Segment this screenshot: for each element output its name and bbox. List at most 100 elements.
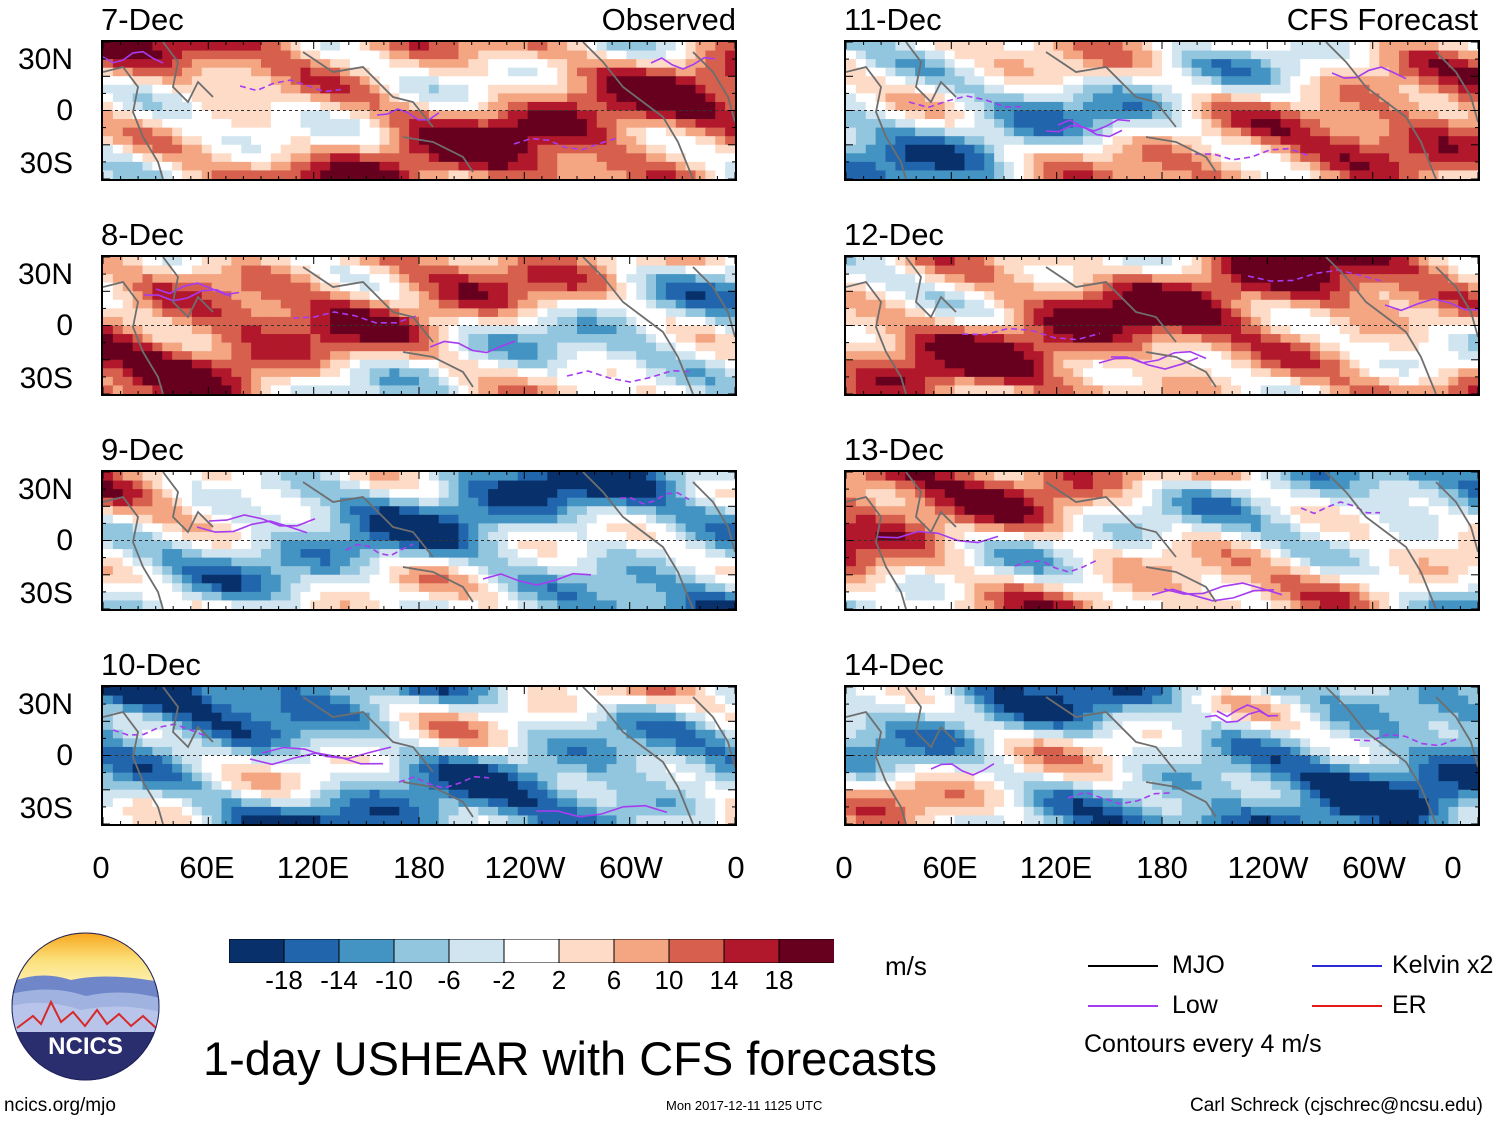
shear-cell bbox=[399, 308, 410, 318]
shear-cell bbox=[369, 480, 381, 490]
shear-cell bbox=[944, 59, 956, 69]
shear-cell bbox=[547, 583, 558, 593]
shear-cell bbox=[577, 781, 588, 791]
shear-cell bbox=[359, 712, 371, 722]
shear-cell bbox=[369, 316, 381, 327]
shear-cell bbox=[537, 574, 548, 584]
shear-cell bbox=[478, 472, 489, 482]
shear-cell bbox=[885, 101, 896, 112]
shear-cell bbox=[300, 721, 311, 731]
shear-cell bbox=[448, 566, 460, 576]
shear-cell bbox=[310, 67, 321, 77]
shear-cell bbox=[498, 153, 509, 163]
shear-cell bbox=[685, 110, 697, 120]
shear-cell bbox=[537, 257, 548, 267]
shear-cell bbox=[103, 764, 114, 774]
shear-cell bbox=[527, 687, 539, 697]
shear-cell bbox=[231, 523, 242, 533]
shear-cell bbox=[349, 514, 361, 524]
shear-cell bbox=[261, 600, 272, 609]
shear-cell bbox=[537, 764, 548, 774]
shear-cell bbox=[359, 265, 371, 275]
shear-cell bbox=[577, 531, 588, 542]
shear-cell bbox=[103, 93, 114, 103]
shear-cell bbox=[557, 764, 568, 774]
shear-cell bbox=[122, 583, 134, 593]
shear-cell bbox=[468, 514, 479, 524]
shear-cell bbox=[636, 316, 647, 327]
shear-cell bbox=[596, 385, 608, 394]
shear-cell bbox=[280, 712, 292, 722]
shear-cell bbox=[954, 84, 966, 94]
shear-cell bbox=[310, 291, 321, 301]
shear-cell bbox=[586, 497, 598, 507]
shear-cell bbox=[685, 299, 697, 309]
shear-cell bbox=[270, 746, 282, 757]
shear-cell bbox=[349, 746, 361, 757]
shear-cell bbox=[191, 729, 203, 739]
shear-cell bbox=[507, 316, 519, 327]
shear-cell bbox=[132, 591, 144, 602]
shear-cell bbox=[488, 376, 499, 387]
shear-cell bbox=[586, 738, 598, 748]
shear-cell bbox=[468, 316, 479, 327]
shear-cell bbox=[547, 815, 558, 824]
shear-cell bbox=[626, 764, 637, 774]
shear-cell bbox=[162, 549, 173, 559]
shear-cell bbox=[231, 127, 242, 137]
shear-cell bbox=[270, 729, 282, 739]
shear-cell bbox=[1122, 59, 1133, 69]
shear-cell bbox=[270, 772, 282, 782]
shear-cell bbox=[656, 291, 667, 301]
shear-cell bbox=[606, 687, 618, 697]
shear-cell bbox=[606, 764, 618, 774]
shear-cell bbox=[547, 291, 558, 301]
shear-cell bbox=[537, 110, 548, 120]
shear-cell bbox=[300, 351, 311, 361]
shear-cell bbox=[290, 781, 302, 791]
shear-cell bbox=[994, 76, 1005, 86]
shear-cell bbox=[725, 368, 735, 378]
shear-cell bbox=[211, 557, 223, 567]
shear-cell bbox=[428, 101, 440, 112]
shear-cell bbox=[1053, 42, 1064, 52]
shear-cell bbox=[685, 342, 697, 352]
shear-cell bbox=[359, 798, 371, 808]
shear-cell bbox=[1102, 84, 1114, 94]
shear-cell bbox=[349, 351, 361, 361]
shear-cell bbox=[498, 308, 509, 318]
shear-cell bbox=[606, 119, 618, 129]
shear-cell bbox=[438, 514, 450, 524]
shear-cell bbox=[112, 591, 124, 602]
shear-cell bbox=[1191, 76, 1203, 86]
shear-cell bbox=[695, 815, 706, 824]
shear-cell bbox=[577, 557, 588, 567]
shear-cell bbox=[507, 523, 519, 533]
shear-cell bbox=[488, 316, 499, 327]
shear-cell bbox=[389, 574, 400, 584]
shear-cell bbox=[695, 42, 706, 52]
shear-cell bbox=[399, 721, 410, 731]
shear-cell bbox=[488, 540, 499, 550]
shear-cell bbox=[438, 746, 450, 757]
shear-cell bbox=[152, 325, 163, 335]
shear-cell bbox=[201, 67, 213, 77]
shear-cell bbox=[428, 523, 440, 533]
shear-cell bbox=[577, 93, 588, 103]
shear-cell bbox=[142, 738, 153, 748]
shear-cell bbox=[586, 76, 598, 86]
shear-cell bbox=[320, 806, 331, 817]
shear-cell bbox=[142, 815, 153, 824]
shear-cell bbox=[547, 325, 558, 335]
shear-cell bbox=[695, 540, 706, 550]
shear-cell bbox=[1290, 59, 1301, 69]
shear-cell bbox=[715, 746, 726, 757]
shear-cell bbox=[231, 299, 242, 309]
shear-cell bbox=[201, 308, 213, 318]
shear-cell bbox=[665, 282, 677, 292]
shear-cell bbox=[1102, 59, 1114, 69]
shear-cell bbox=[1369, 93, 1380, 103]
shear-cell bbox=[261, 772, 272, 782]
shear-cell bbox=[280, 342, 292, 352]
shear-cell bbox=[270, 376, 282, 387]
